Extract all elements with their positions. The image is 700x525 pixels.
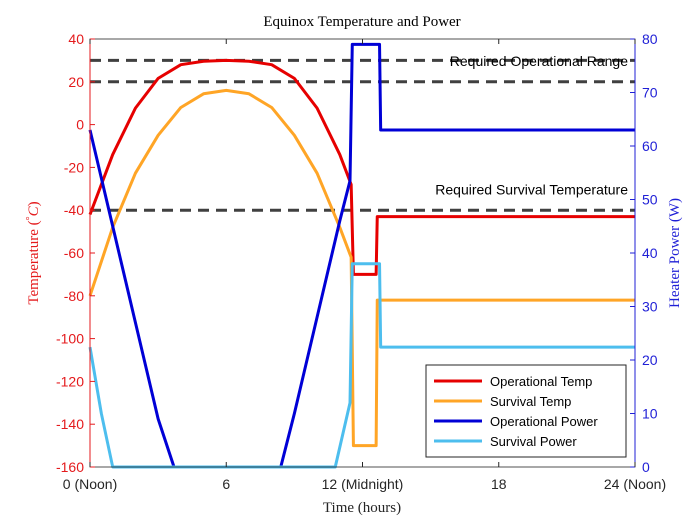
x-tick-label: 18	[491, 476, 507, 492]
right-tick-label: 20	[642, 352, 658, 368]
series-line-survival-temp	[88, 88, 635, 448]
left-tick-label: -40	[64, 202, 84, 218]
legend-label-survival-power: Survival Power	[490, 434, 577, 449]
legend-label-operational-temp: Operational Temp	[490, 374, 592, 389]
annotations: Required Operational Range Required Survi…	[435, 53, 628, 197]
legend-label-operational-power: Operational Power	[490, 414, 598, 429]
right-tick-label: 80	[642, 31, 658, 47]
right-tick-label: 40	[642, 245, 658, 261]
left-tick-label: -140	[56, 416, 84, 432]
x-tick-label: 0 (Noon)	[63, 476, 117, 492]
annotation-label: Required Survival Temperature	[435, 181, 628, 197]
left-tick-label: -100	[56, 331, 84, 347]
right-tick-label: 30	[642, 299, 658, 315]
x-tick-label: 12 (Midnight)	[322, 476, 404, 492]
reference-lines	[90, 58, 635, 212]
left-axis-title: Temperature (°C)	[25, 201, 43, 304]
series-line-operational-temp	[88, 58, 635, 276]
x-axis-title: Time (hours)	[323, 500, 401, 516]
right-tick-label: 0	[642, 459, 650, 475]
x-axis: 0 (Noon) 6 12 (Midnight) 18 24 (Noon)	[63, 39, 666, 492]
right-axis: 80 70 60 50 40 30 20 10 0	[630, 31, 658, 475]
series-lines	[88, 42, 635, 469]
left-tick-label: -80	[64, 288, 84, 304]
series-line-survival-power	[88, 262, 635, 469]
left-tick-label: -60	[64, 245, 84, 261]
left-tick-label: 20	[68, 74, 84, 90]
legend: Operational Temp Survival Temp Operational…	[425, 364, 627, 458]
legend-label-survival-temp: Survival Temp	[490, 394, 571, 409]
left-tick-label: 0	[76, 117, 84, 133]
left-tick-label: -20	[64, 159, 84, 175]
chart-title: Equinox Temperature and Power	[263, 14, 460, 30]
right-tick-label: 10	[642, 406, 658, 422]
left-axis: 40 20 0 -20 -40 -60 -80 -100 -120 -140 -160	[56, 31, 95, 475]
annotation-label: Required Operational Range	[450, 53, 628, 69]
x-tick-label: 6	[222, 476, 230, 492]
right-tick-label: 60	[642, 138, 658, 154]
right-tick-label: 50	[642, 192, 658, 208]
left-tick-label: 40	[68, 31, 84, 47]
series-line-operational-power	[88, 42, 635, 469]
right-tick-label: 70	[642, 85, 658, 101]
right-axis-title: Heater Power (W)	[667, 198, 683, 308]
left-tick-label: -160	[56, 459, 84, 475]
x-tick-label: 24 (Noon)	[604, 476, 666, 492]
left-tick-label: -120	[56, 373, 84, 389]
